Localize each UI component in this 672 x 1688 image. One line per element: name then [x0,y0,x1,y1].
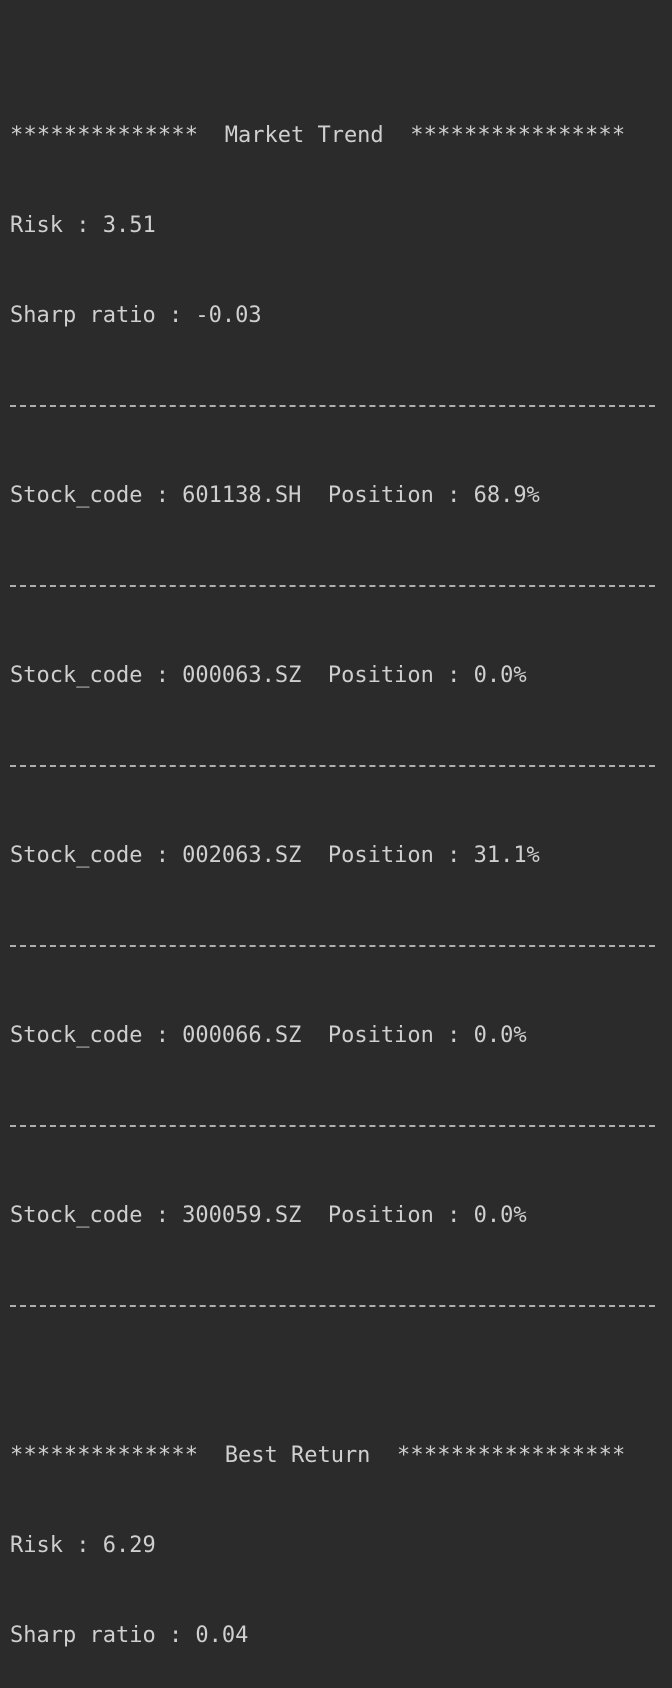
section-title: Market Trend [224,123,384,148]
header-stars-left: ************** [10,1443,199,1468]
header-stars-right: **************** [410,123,626,148]
separator [10,391,672,421]
separator-rule [10,585,655,587]
risk-line: Risk : 3.51 [10,213,156,238]
separator-rule [10,945,655,947]
stock-position-row: Stock_code : 000066.SZ Position : 0.0% [10,1023,527,1048]
risk-line: Risk : 6.29 [10,1533,156,1558]
separator-rule [10,1125,655,1127]
separator [10,1111,672,1141]
separator-rule [10,405,655,407]
header-stars-left: ************** [10,123,199,148]
separator [10,931,672,961]
header-stars-right: ***************** [396,1443,626,1468]
separator [10,1291,672,1321]
section-title: Best Return [224,1443,371,1468]
separator-rule [10,1305,655,1307]
separator [10,571,672,601]
separator [10,751,672,781]
sharp-ratio-line: Sharp ratio : 0.04 [10,1623,249,1648]
separator-rule [10,765,655,767]
section-header: ************** Market Trend ************… [10,121,672,151]
section-header: ************** Best Return *************… [10,1441,672,1471]
stock-position-row: Stock_code : 000063.SZ Position : 0.0% [10,663,527,688]
stock-position-row: Stock_code : 601138.SH Position : 68.9% [10,483,540,508]
sharp-ratio-line: Sharp ratio : -0.03 [10,303,262,328]
stock-position-row: Stock_code : 300059.SZ Position : 0.0% [10,1203,527,1228]
terminal-output: ************** Market Trend ************… [10,121,672,1648]
stock-position-row: Stock_code : 002063.SZ Position : 31.1% [10,843,540,868]
